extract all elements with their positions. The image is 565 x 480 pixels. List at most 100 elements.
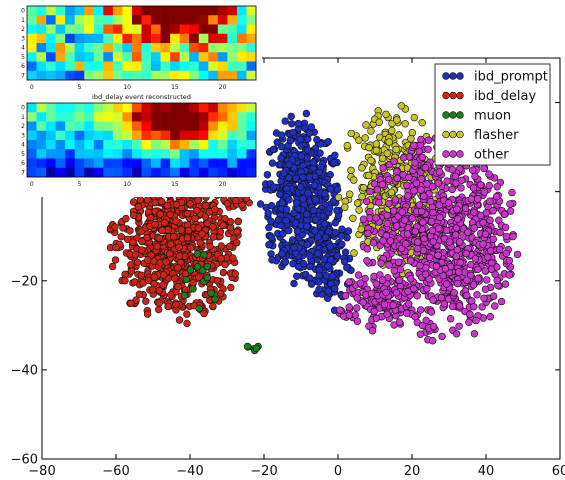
- scatter-point: [487, 265, 496, 273]
- scatter-point: [349, 214, 357, 223]
- heatmap-x-tick-label: 20: [219, 84, 227, 91]
- scatter-point: [423, 180, 431, 188]
- heatmap-cell: [217, 167, 228, 178]
- scatter-point: [444, 199, 453, 207]
- scatter-point: [485, 170, 493, 178]
- scatter-point: [331, 284, 339, 293]
- scatter-point: [506, 200, 514, 208]
- scatter-point: [311, 227, 319, 235]
- scatter-point: [324, 138, 332, 146]
- scatter-point: [474, 195, 482, 203]
- heatmap-cell: [208, 24, 219, 35]
- scatter-point: [219, 221, 227, 230]
- scatter-point: [375, 198, 383, 207]
- heatmap-y-tick-label: 1: [21, 17, 25, 24]
- scatter-point: [359, 184, 368, 192]
- heatmap-cell: [208, 112, 219, 122]
- heatmap-cell: [27, 130, 37, 141]
- heatmap-cell: [141, 52, 152, 62]
- scatter-point: [276, 190, 284, 199]
- heatmap-cell: [217, 149, 228, 159]
- heatmap-cell: [217, 121, 228, 132]
- scatter-point: [274, 216, 283, 224]
- heatmap-cell: [141, 149, 152, 159]
- heatmap-cell: [103, 70, 114, 81]
- heatmap-cell: [189, 158, 200, 169]
- scatter-point: [496, 245, 504, 254]
- scatter-point: [485, 181, 493, 190]
- heatmap-cell: [151, 103, 161, 113]
- scatter-point: [456, 258, 464, 267]
- scatter-point: [333, 185, 342, 194]
- heatmap-cell: [55, 103, 66, 113]
- heatmap-cell: [112, 112, 123, 122]
- heatmap-cell: [236, 33, 247, 44]
- heatmap-cell: [46, 158, 56, 169]
- scatter-point: [307, 123, 315, 131]
- heatmap-cell: [36, 103, 47, 113]
- scatter-point: [182, 275, 191, 284]
- heatmap-cell: [74, 15, 85, 25]
- scatter-point: [366, 208, 374, 216]
- scatter-point: [452, 330, 461, 338]
- heatmap-cell: [227, 43, 238, 53]
- scatter-point: [234, 217, 242, 226]
- heatmap-cell: [112, 15, 123, 25]
- scatter-point: [395, 131, 403, 139]
- heatmap-cell: [84, 24, 95, 35]
- scatter-point: [297, 152, 306, 160]
- scatter-point: [452, 252, 460, 260]
- heatmap-cell: [170, 24, 180, 35]
- heatmap-cell: [198, 158, 209, 169]
- scatter-point: [382, 110, 390, 119]
- heatmap-cell: [93, 24, 104, 35]
- scatter-point: [443, 177, 451, 185]
- heatmap-cell: [198, 52, 209, 62]
- scatter-point: [379, 237, 387, 245]
- scatter-point: [505, 256, 514, 265]
- scatter-point: [486, 313, 494, 321]
- scatter-point: [129, 198, 138, 206]
- scatter-point: [338, 225, 346, 233]
- scatter-point: [435, 168, 444, 176]
- scatter-point: [505, 271, 513, 279]
- scatter-point: [217, 254, 225, 263]
- scatter-point: [469, 281, 478, 289]
- scatter-point: [359, 298, 367, 307]
- heatmap-y-tick-label: 7: [21, 72, 25, 79]
- heatmap-cell: [217, 24, 228, 35]
- heatmap-cell: [46, 24, 56, 35]
- heatmap-cell: [27, 33, 37, 44]
- heatmap-cell: [189, 103, 200, 113]
- heatmap-cell: [160, 103, 171, 113]
- heatmap-cell: [227, 52, 238, 62]
- heatmap-cell: [122, 6, 133, 16]
- heatmap-cell: [74, 24, 85, 35]
- scatter-point: [445, 238, 454, 246]
- scatter-point: [490, 292, 498, 300]
- heatmap-y-tick-label: 5: [21, 151, 25, 158]
- heatmap-cell: [65, 121, 76, 132]
- scatter-point: [481, 285, 490, 293]
- heatmap-cell: [27, 149, 37, 159]
- heatmap-cell: [122, 61, 133, 72]
- heatmap-cell: [141, 24, 152, 35]
- heatmap-cell: [93, 43, 104, 53]
- scatter-point: [203, 274, 212, 282]
- scatter-point: [175, 243, 183, 251]
- heatmap-cell: [141, 167, 152, 178]
- heatmap-cell: [217, 6, 228, 16]
- scatter-point: [301, 124, 309, 132]
- scatter-point: [364, 229, 372, 238]
- heatmap-cell: [122, 149, 133, 159]
- scatter-point: [420, 235, 428, 243]
- heatmap-cell: [46, 121, 56, 132]
- heatmap-cell: [151, 61, 161, 72]
- scatter-point: [303, 146, 312, 154]
- heatmap-cell: [198, 61, 209, 72]
- x-tick-label: 60: [552, 464, 565, 479]
- scatter-point: [353, 304, 361, 312]
- heatmap-cell: [189, 149, 200, 159]
- scatter-point: [455, 302, 464, 310]
- scatter-point: [491, 302, 499, 310]
